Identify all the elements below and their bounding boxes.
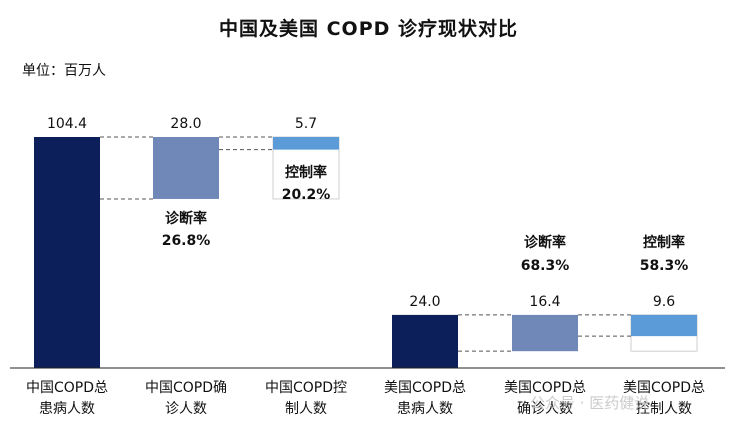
- value-label: 104.4: [47, 116, 87, 132]
- bar-3: [273, 137, 339, 150]
- x-tick-label: 诊人数: [165, 401, 207, 417]
- rate-value: 20.2%: [282, 187, 331, 203]
- unit-label: 单位：百万人: [22, 63, 106, 79]
- bar-5: [512, 314, 578, 352]
- x-tick-label: 中国COPD控: [265, 380, 347, 396]
- rate-label: 诊断率: [524, 234, 566, 251]
- bar-1: [34, 137, 100, 368]
- x-tick-label: 确诊人数: [517, 401, 573, 417]
- bar-2: [153, 137, 219, 199]
- value-label: 16.4: [529, 294, 560, 310]
- value-label: 9.6: [653, 294, 675, 310]
- bar-4: [392, 314, 458, 368]
- rate-value: 68.3%: [521, 258, 570, 274]
- x-tick-label: 中国COPD总: [26, 380, 108, 396]
- rate-value: 26.8%: [162, 233, 211, 249]
- value-label: 5.7: [295, 116, 317, 132]
- value-label: 24.0: [409, 294, 440, 310]
- rate-value: 58.3%: [640, 258, 689, 274]
- x-tick-label: 美国COPD总: [384, 380, 466, 396]
- chart-title: 中国及美国 COPD 诊疗现状对比: [218, 18, 519, 40]
- x-tick-label: 美国COPD总: [504, 380, 586, 396]
- watermark: 公众号 · 医药健说: [530, 394, 650, 412]
- x-tick-label: 美国COPD总: [623, 380, 705, 396]
- rate-label: 控制率: [643, 234, 685, 251]
- value-label: 28.0: [170, 116, 201, 132]
- x-tick-label: 制人数: [285, 401, 327, 417]
- rate-label: 诊断率: [165, 210, 207, 227]
- rate-label: 控制率: [285, 164, 327, 181]
- bar-6: [631, 314, 697, 337]
- x-tick-label: 控制人数: [636, 401, 692, 417]
- x-tick-label: 中国COPD确: [145, 380, 227, 396]
- x-tick-label: 患病人数: [397, 401, 453, 417]
- x-tick-label: 患病人数: [39, 401, 95, 417]
